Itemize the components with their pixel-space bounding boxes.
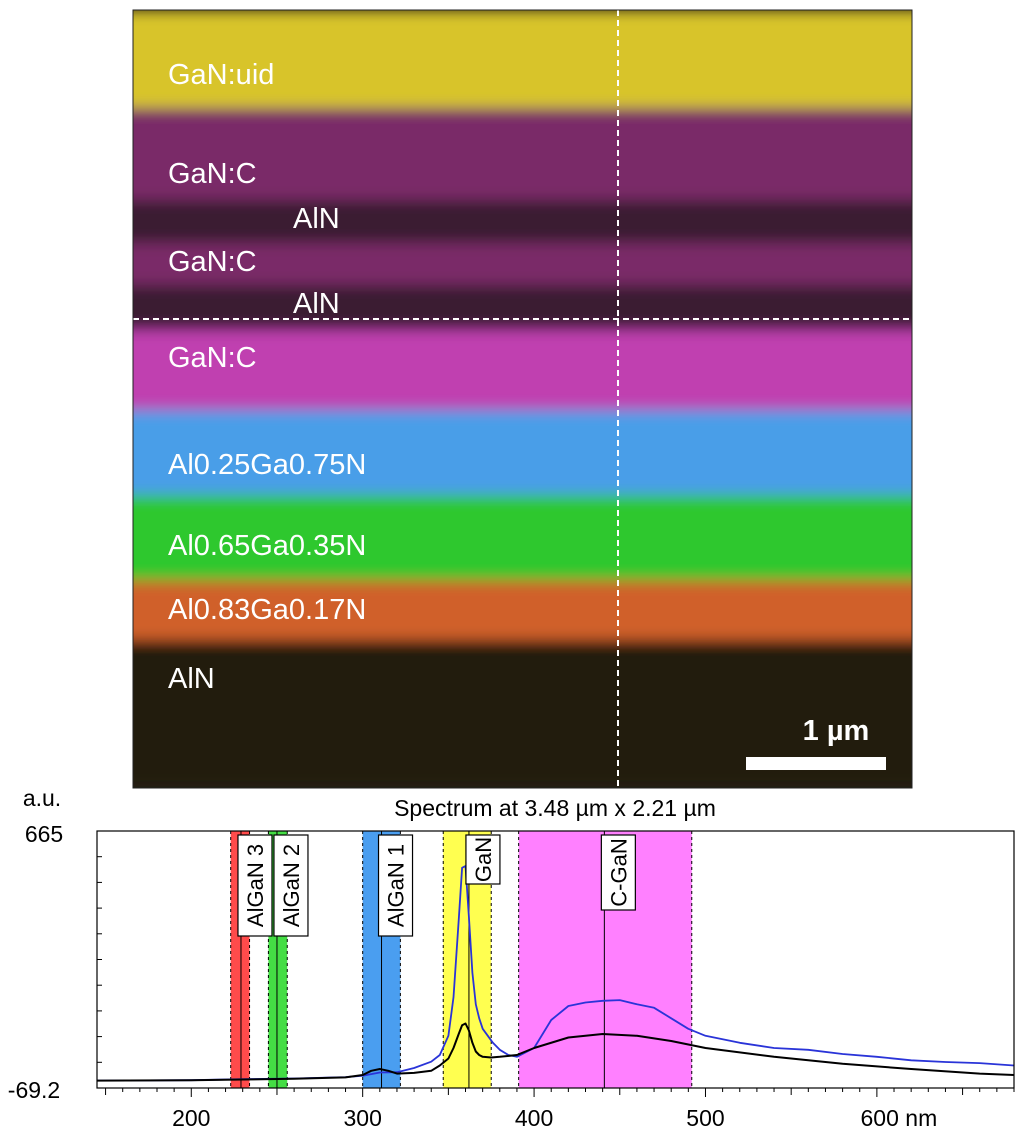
layer-label-al065: Al0.65Ga0.35N: [168, 530, 366, 562]
spectrum-series: [97, 865, 1014, 1082]
layer-band: [133, 410, 912, 495]
chart-title: Spectrum at 3.48 µm x 2.21 µm: [394, 795, 716, 821]
layer-band: [133, 580, 912, 640]
y-tick-label-max: 665: [25, 821, 63, 847]
y-axis-ticks: [97, 830, 102, 1089]
layer-label-al083: Al0.83Ga0.17N: [168, 594, 366, 626]
layer-label-gan-c-1: GaN:C: [168, 158, 257, 190]
layer-label-gan-c-2: GaN:C: [168, 246, 257, 278]
cl-map-panel: GaN:uid GaN:C AlN GaN:C AlN GaN:C Al0.25…: [132, 9, 913, 789]
band-label: GaN: [465, 834, 501, 885]
band-label: AlGaN 2: [273, 834, 309, 937]
spectrum-chart: a.u. Spectrum at 3.48 µm x 2.21 µm 665 -…: [8, 785, 1015, 1131]
band-label-box: [465, 834, 501, 885]
layer-label-aln-2: AlN: [293, 288, 340, 320]
band-label-box: [600, 834, 636, 911]
band-labels: AlGaN 3 AlGaN 2 AlGaN 1 GaN C-GaN: [237, 834, 636, 937]
cl-map-frame: [132, 9, 913, 789]
band-label-text: C-GaN: [606, 838, 631, 906]
x-tick-label: 400: [515, 1105, 553, 1131]
layer-label-aln-3: AlN: [168, 663, 215, 695]
band-label: AlGaN 3: [237, 834, 273, 937]
scale-bar: [746, 757, 886, 770]
x-axis: 200 300 400 500 600 nm: [105, 1088, 1015, 1131]
x-tick-label: 200: [172, 1105, 210, 1131]
layer-band: [133, 330, 912, 410]
band-label-text: AlGaN 3: [243, 844, 268, 927]
band-label: C-GaN: [600, 834, 636, 911]
band-label-text: GaN: [471, 837, 496, 882]
y-tick-label-min: -69.2: [8, 1077, 60, 1103]
scale-bar-label: 1 µm: [803, 715, 870, 747]
spectrum-line-black: [97, 1022, 1014, 1082]
layer-band: [133, 243, 912, 285]
band-label-text: AlGaN 2: [279, 844, 304, 927]
y-axis-unit-label: a.u.: [23, 785, 61, 811]
x-tick-label: 500: [686, 1105, 724, 1131]
band-label-box: [377, 834, 414, 937]
layer-band: [133, 495, 912, 580]
layer-band: [133, 200, 912, 243]
x-tick-label: 300: [343, 1105, 381, 1131]
layer-label-aln-1: AlN: [293, 203, 340, 235]
band-label-box: [273, 834, 309, 937]
layer-band: [133, 108, 912, 200]
layer-bands: [133, 10, 912, 788]
band-label: AlGaN 1: [377, 834, 414, 937]
band-label-box: [237, 834, 273, 937]
layer-band: [133, 285, 912, 330]
band-label-text: AlGaN 1: [384, 844, 409, 927]
layer-band: [133, 10, 912, 108]
spectrum-line-blue: [97, 865, 1014, 1082]
layer-label-gan-uid: GaN:uid: [168, 59, 274, 91]
layer-label-gan-c-3: GaN:C: [168, 342, 257, 374]
x-tick-label: 600 nm: [861, 1105, 938, 1131]
layer-label-al025: Al0.25Ga0.75N: [168, 449, 366, 481]
